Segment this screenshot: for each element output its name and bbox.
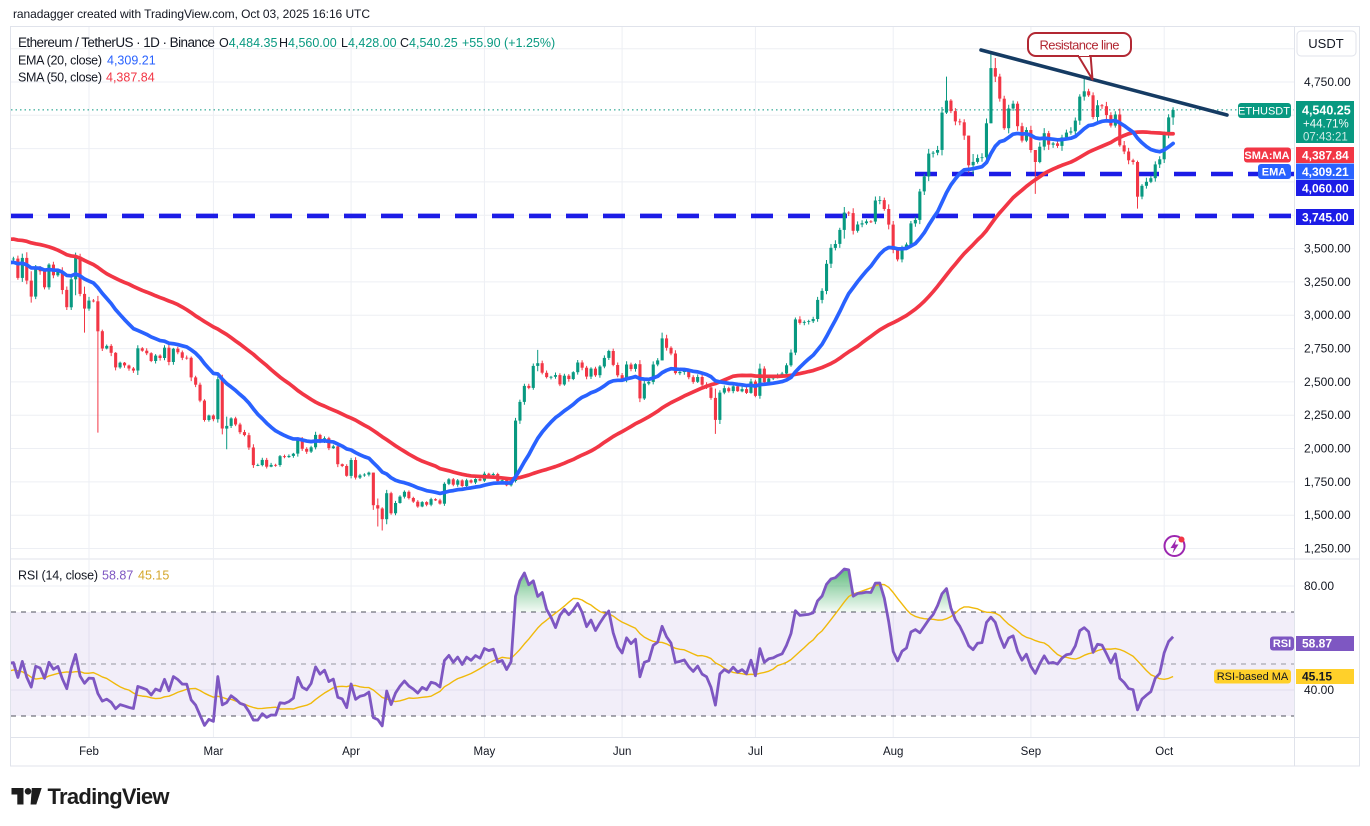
svg-text:C4,540.25: C4,540.25 [400,36,458,50]
svg-text:H4,560.00: H4,560.00 [279,36,337,50]
svg-text:Jun: Jun [613,746,632,758]
svg-text:45.15: 45.15 [138,569,169,583]
svg-text:Resistance line: Resistance line [1040,38,1120,53]
svg-text:3,000.00: 3,000.00 [1304,308,1351,322]
svg-text:4,309.21: 4,309.21 [1302,165,1349,179]
svg-text:1,250.00: 1,250.00 [1304,542,1351,556]
svg-text:O4,484.35: O4,484.35 [219,36,277,50]
svg-text:Sep: Sep [1021,746,1041,758]
svg-text:4,060.00: 4,060.00 [1302,182,1349,196]
svg-text:4,309.21: 4,309.21 [107,54,156,68]
svg-text:EMA (20, close): EMA (20, close) [18,54,102,68]
svg-text:RSI: RSI [1273,638,1291,650]
svg-text:Ethereum / TetherUS · 1D · Bin: Ethereum / TetherUS · 1D · Binance [18,35,215,50]
svg-text:+55.90 (+1.25%): +55.90 (+1.25%) [462,36,555,50]
svg-text:4,540.25: 4,540.25 [1302,104,1351,118]
svg-text:58.87: 58.87 [102,569,133,583]
svg-text:58.87: 58.87 [1302,637,1332,651]
svg-text:2,750.00: 2,750.00 [1304,342,1351,356]
svg-text:USDT: USDT [1308,36,1343,51]
svg-text:Jul: Jul [748,746,763,758]
svg-text:ETHUSDT: ETHUSDT [1238,106,1290,118]
svg-text:3,250.00: 3,250.00 [1304,275,1351,289]
svg-text:Oct: Oct [1155,746,1174,758]
svg-text:SMA (50, close): SMA (50, close) [18,71,102,85]
svg-text:May: May [474,746,496,758]
svg-text:2,500.00: 2,500.00 [1304,375,1351,389]
svg-text:2,250.00: 2,250.00 [1304,408,1351,422]
svg-text:Aug: Aug [883,746,903,758]
svg-text:40.00: 40.00 [1304,683,1334,697]
svg-text:3,500.00: 3,500.00 [1304,242,1351,256]
svg-text:1,750.00: 1,750.00 [1304,475,1351,489]
svg-text:3,745.00: 3,745.00 [1302,211,1349,225]
svg-text:RSI (14, close): RSI (14, close) [18,569,98,583]
svg-text:Mar: Mar [203,746,223,758]
svg-text:80.00: 80.00 [1304,579,1334,593]
svg-text:ranadagger created with Tradin: ranadagger created with TradingView.com,… [13,7,370,21]
svg-text:07:43:21: 07:43:21 [1303,132,1348,144]
svg-text:45.15: 45.15 [1302,670,1332,684]
svg-text:SMA:MA: SMA:MA [1244,150,1289,162]
svg-text:TradingView: TradingView [48,784,171,809]
svg-text:4,387.84: 4,387.84 [106,71,155,85]
svg-text:4,387.84: 4,387.84 [1302,149,1349,163]
svg-text:1,500.00: 1,500.00 [1304,508,1351,522]
svg-text:+44.71%: +44.71% [1303,119,1349,131]
svg-text:2,000.00: 2,000.00 [1304,442,1351,456]
svg-text:RSI-based MA: RSI-based MA [1217,671,1289,683]
svg-text:EMA: EMA [1262,167,1287,179]
svg-text:4,750.00: 4,750.00 [1304,75,1351,89]
svg-text:Feb: Feb [79,746,99,758]
svg-text:Apr: Apr [342,746,360,758]
svg-text:L4,428.00: L4,428.00 [341,36,397,50]
